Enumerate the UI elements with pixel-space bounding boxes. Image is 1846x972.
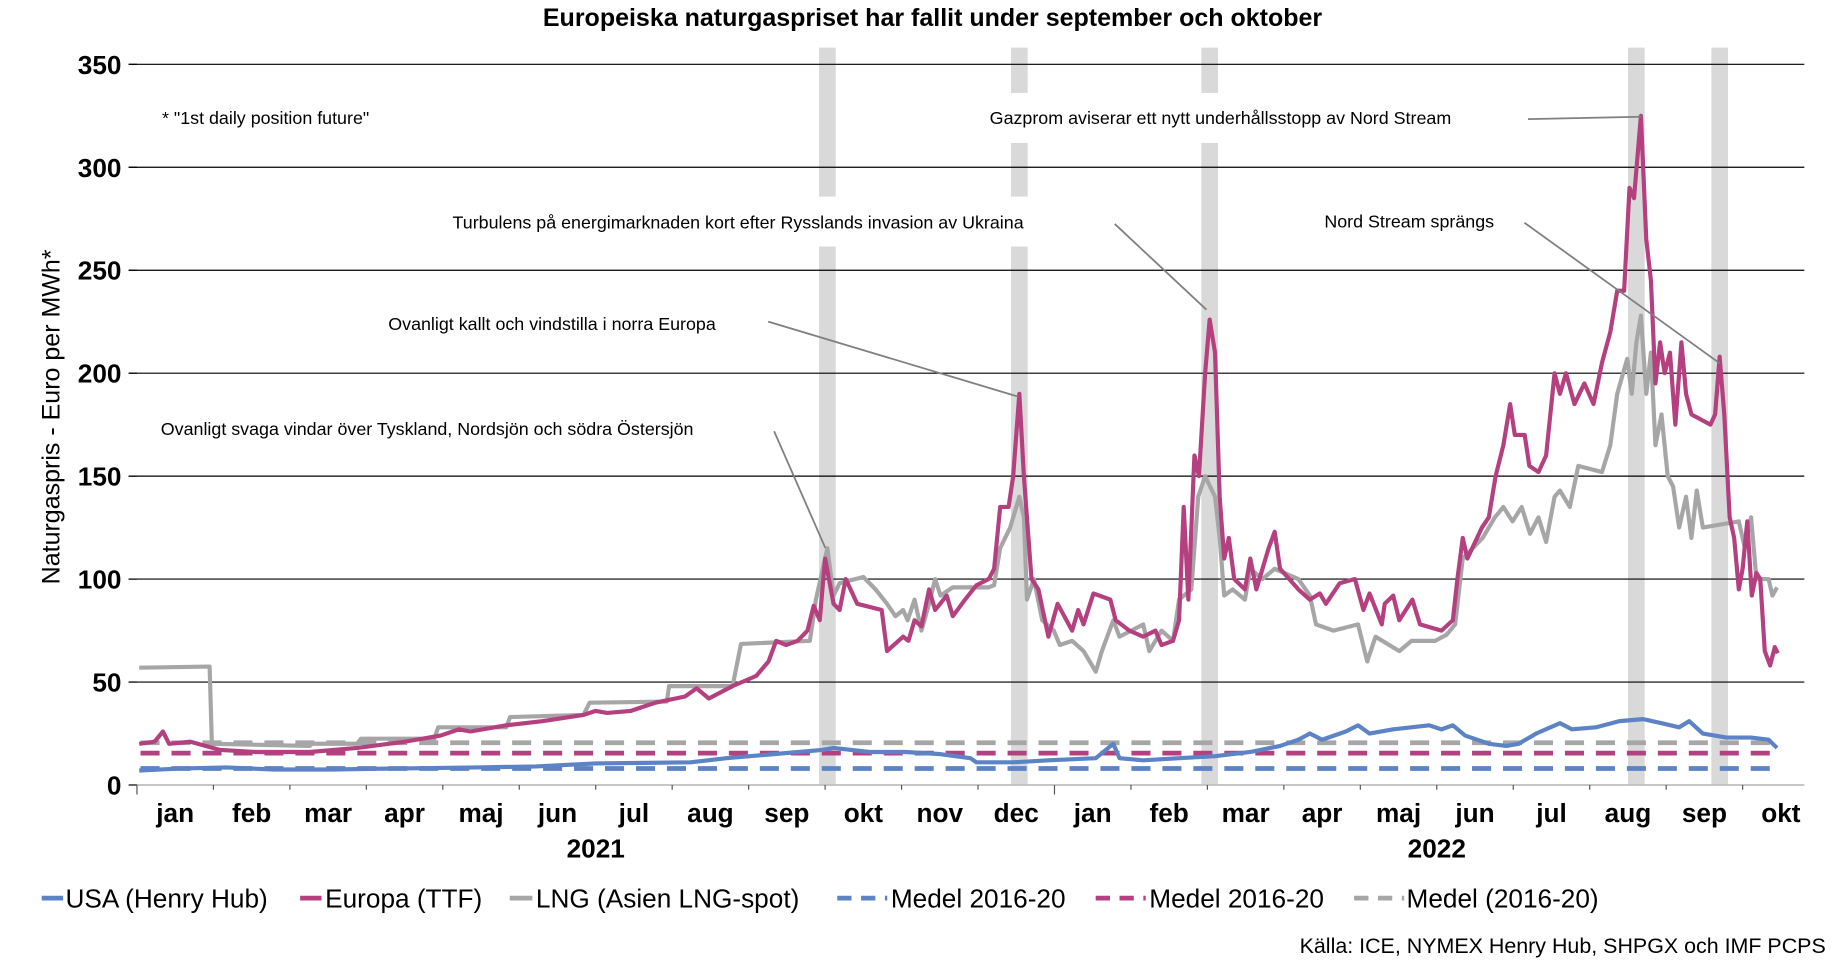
- annotation-text: Gazprom aviserar ett nytt underhållsstop…: [990, 108, 1452, 128]
- month-label: dec: [994, 798, 1039, 828]
- y-axis-label: Naturgaspris - Euro per MWh*: [38, 249, 66, 584]
- y-tick-label: 100: [78, 565, 122, 595]
- event-markers: [819, 47, 1729, 785]
- month-label: jul: [1535, 798, 1567, 828]
- y-tick-label: 150: [78, 462, 122, 492]
- annotation-leader-line: [1114, 223, 1208, 311]
- event-marker-bar: [1201, 47, 1219, 93]
- event-marker-bar: [1711, 47, 1729, 785]
- month-label: jun: [537, 798, 577, 828]
- month-label: apr: [384, 798, 425, 828]
- annotation-text: Ovanligt kallt och vindstilla i norra Eu…: [388, 314, 716, 334]
- month-label: apr: [1302, 798, 1343, 828]
- annotation-leader-line: [773, 430, 827, 549]
- axes: 0 50 100 150 200 250 300 350 jan feb mar apr maj jun j…: [78, 50, 1805, 864]
- event-marker-bar: [1010, 47, 1028, 93]
- year-label: 2022: [1408, 834, 1466, 864]
- event-marker-bar: [1010, 246, 1028, 785]
- annotation-text: Turbulens på energimarknaden kort efter …: [453, 213, 1024, 233]
- annotation-leader-line: [1527, 115, 1642, 121]
- event-marker-bar: [819, 47, 836, 197]
- event-marker-bar: [1628, 47, 1645, 785]
- month-label: feb: [232, 798, 271, 828]
- y-tick-label: 250: [78, 256, 122, 286]
- footnote: * "1st daily position future": [162, 108, 369, 128]
- legend-label: Europa (TTF): [325, 884, 482, 914]
- gridlines: [128, 63, 1805, 683]
- event-marker-bar: [1201, 142, 1219, 785]
- series-line-lng: [139, 313, 1779, 748]
- month-label: aug: [687, 798, 734, 828]
- month-label: jul: [618, 798, 650, 828]
- month-label: jan: [155, 798, 194, 828]
- legend-label: LNG (Asien LNG-spot): [536, 884, 799, 914]
- month-label: sep: [1682, 798, 1727, 828]
- legend-label: Medel (2016-20): [1407, 884, 1599, 914]
- event-marker-bar: [1010, 142, 1028, 197]
- month-label: mar: [304, 798, 352, 828]
- month-label: jan: [1073, 798, 1112, 828]
- legend-label: Medel 2016-20: [1149, 884, 1324, 914]
- chart-title: Europeiska naturgaspriset har fallit und…: [543, 4, 1323, 32]
- month-label: okt: [844, 798, 884, 828]
- month-label: maj: [458, 798, 503, 828]
- y-tick-label: 300: [78, 153, 122, 183]
- annotation-text: Nord Stream sprängs: [1324, 212, 1494, 232]
- annotation-leader-line: [767, 320, 1019, 398]
- annotation-leader-line: [1523, 222, 1721, 365]
- month-label: aug: [1605, 798, 1652, 828]
- y-tick-label: 0: [107, 771, 122, 801]
- year-label: 2021: [567, 834, 625, 864]
- legend-label: USA (Henry Hub): [66, 884, 268, 914]
- y-tick-label: 200: [78, 359, 122, 389]
- series-lines: [138, 113, 1781, 773]
- month-label: feb: [1150, 798, 1189, 828]
- month-label: sep: [764, 798, 809, 828]
- event-marker-bar: [819, 246, 836, 785]
- y-tick-label: 350: [78, 50, 122, 80]
- source-note: Källa: ICE, NYMEX Henry Hub, SHPGX och I…: [1300, 934, 1826, 958]
- month-label: okt: [1761, 798, 1801, 828]
- legend: USA (Henry Hub) Europa (TTF) LNG (Asien LN…: [41, 884, 1599, 914]
- series-line-usa: [139, 717, 1779, 773]
- annotation-text: Ovanligt svaga vindar över Tyskland, Nor…: [161, 419, 694, 439]
- month-label: maj: [1376, 798, 1421, 828]
- annotations: Ovanligt svaga vindar över Tyskland, Nor…: [161, 108, 1721, 549]
- y-tick-label: 50: [92, 668, 121, 698]
- month-label: jun: [1454, 798, 1494, 828]
- month-label: nov: [917, 798, 964, 828]
- legend-label: Medel 2016-20: [891, 884, 1066, 914]
- series-line-europa: [138, 113, 1780, 755]
- month-label: mar: [1222, 798, 1270, 828]
